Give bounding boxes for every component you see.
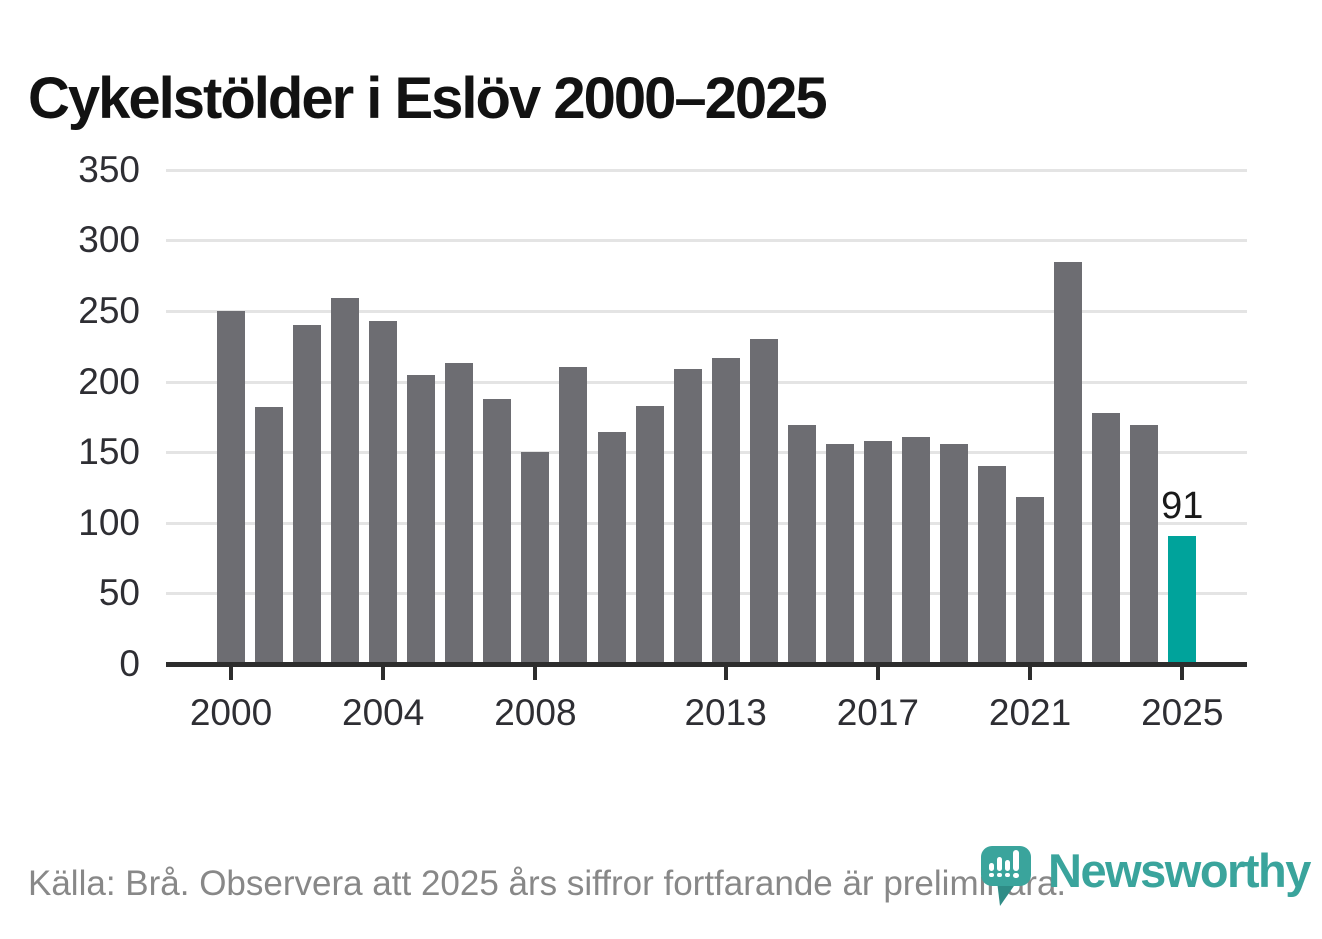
bar-2018 [902, 437, 930, 664]
gridline-200 [166, 380, 1247, 384]
x-axis-label-2021: 2021 [988, 692, 1072, 733]
bar-2010 [598, 432, 626, 664]
bar-2025 [1168, 536, 1196, 664]
y-axis-label-200: 200 [78, 360, 140, 402]
x-axis-label-2000: 2000 [189, 692, 273, 733]
bar-2021 [1016, 497, 1044, 664]
gridline-100 [166, 521, 1247, 525]
bar-2024 [1130, 425, 1158, 664]
bar-2006 [445, 363, 473, 664]
bar-2022 [1054, 262, 1082, 664]
chart-title: Cykelstölder i Eslöv 2000–2025 [28, 65, 828, 131]
newsworthy-speech-bubble-barchart-icon [981, 846, 1031, 906]
bar-2005 [407, 375, 435, 664]
newsworthy-wordmark: Newsworthy [1048, 844, 1311, 897]
y-axis-label-0: 0 [119, 643, 140, 684]
y-axis-label-50: 50 [98, 572, 140, 614]
x-axis-tick-2013 [723, 667, 728, 680]
bar-2019 [940, 444, 968, 664]
x-axis-tick-2025 [1180, 667, 1185, 680]
bar-2013 [712, 358, 740, 664]
x-axis-line [166, 662, 1247, 667]
gridline-150 [166, 451, 1247, 455]
bar-2023 [1092, 413, 1120, 664]
bar-2003 [331, 298, 359, 664]
x-axis-label-2013: 2013 [684, 692, 767, 733]
bar-2020 [978, 466, 1006, 664]
bar-2011 [636, 406, 664, 664]
bar-2007 [483, 399, 511, 664]
y-axis-label-300: 300 [78, 219, 140, 261]
bar-2000 [217, 311, 245, 664]
x-axis-label-2017: 2017 [836, 692, 919, 733]
x-axis-label-2004: 2004 [342, 692, 425, 733]
x-axis-tick-2000 [229, 667, 233, 680]
bar-2009 [559, 367, 587, 664]
gridline-350 [166, 168, 1247, 172]
y-axis-label-150: 150 [78, 431, 140, 473]
x-axis-tick-2017 [875, 667, 880, 680]
x-axis-tick-2004 [381, 667, 386, 680]
bar-2002 [293, 325, 321, 664]
bar-2016 [826, 444, 854, 664]
x-axis-label-2025: 2025 [1141, 692, 1224, 733]
y-axis-label-350: 350 [78, 148, 140, 190]
gridline-50 [166, 592, 1247, 596]
y-axis-label-100: 100 [78, 501, 140, 543]
bar-2012 [674, 369, 702, 664]
x-axis-tick-2008 [533, 667, 538, 680]
bar-2001 [255, 407, 283, 664]
gridline-250 [166, 310, 1247, 313]
newsworthy-logo: Newsworthy [980, 844, 1311, 911]
x-axis-label-2008: 2008 [494, 692, 577, 733]
source-note: Källa: Brå. Observera att 2025 års siffr… [28, 864, 1067, 903]
value-label-2025: 91 [1161, 485, 1204, 527]
x-axis-tick-2021 [1028, 667, 1033, 680]
bar-2008 [521, 452, 549, 664]
bar-2015 [788, 425, 816, 664]
bar-2014 [750, 339, 778, 664]
y-axis-label-250: 250 [78, 290, 140, 331]
gridline-300 [166, 239, 1247, 243]
bar-2017 [864, 441, 892, 664]
bar-2004 [369, 321, 397, 664]
